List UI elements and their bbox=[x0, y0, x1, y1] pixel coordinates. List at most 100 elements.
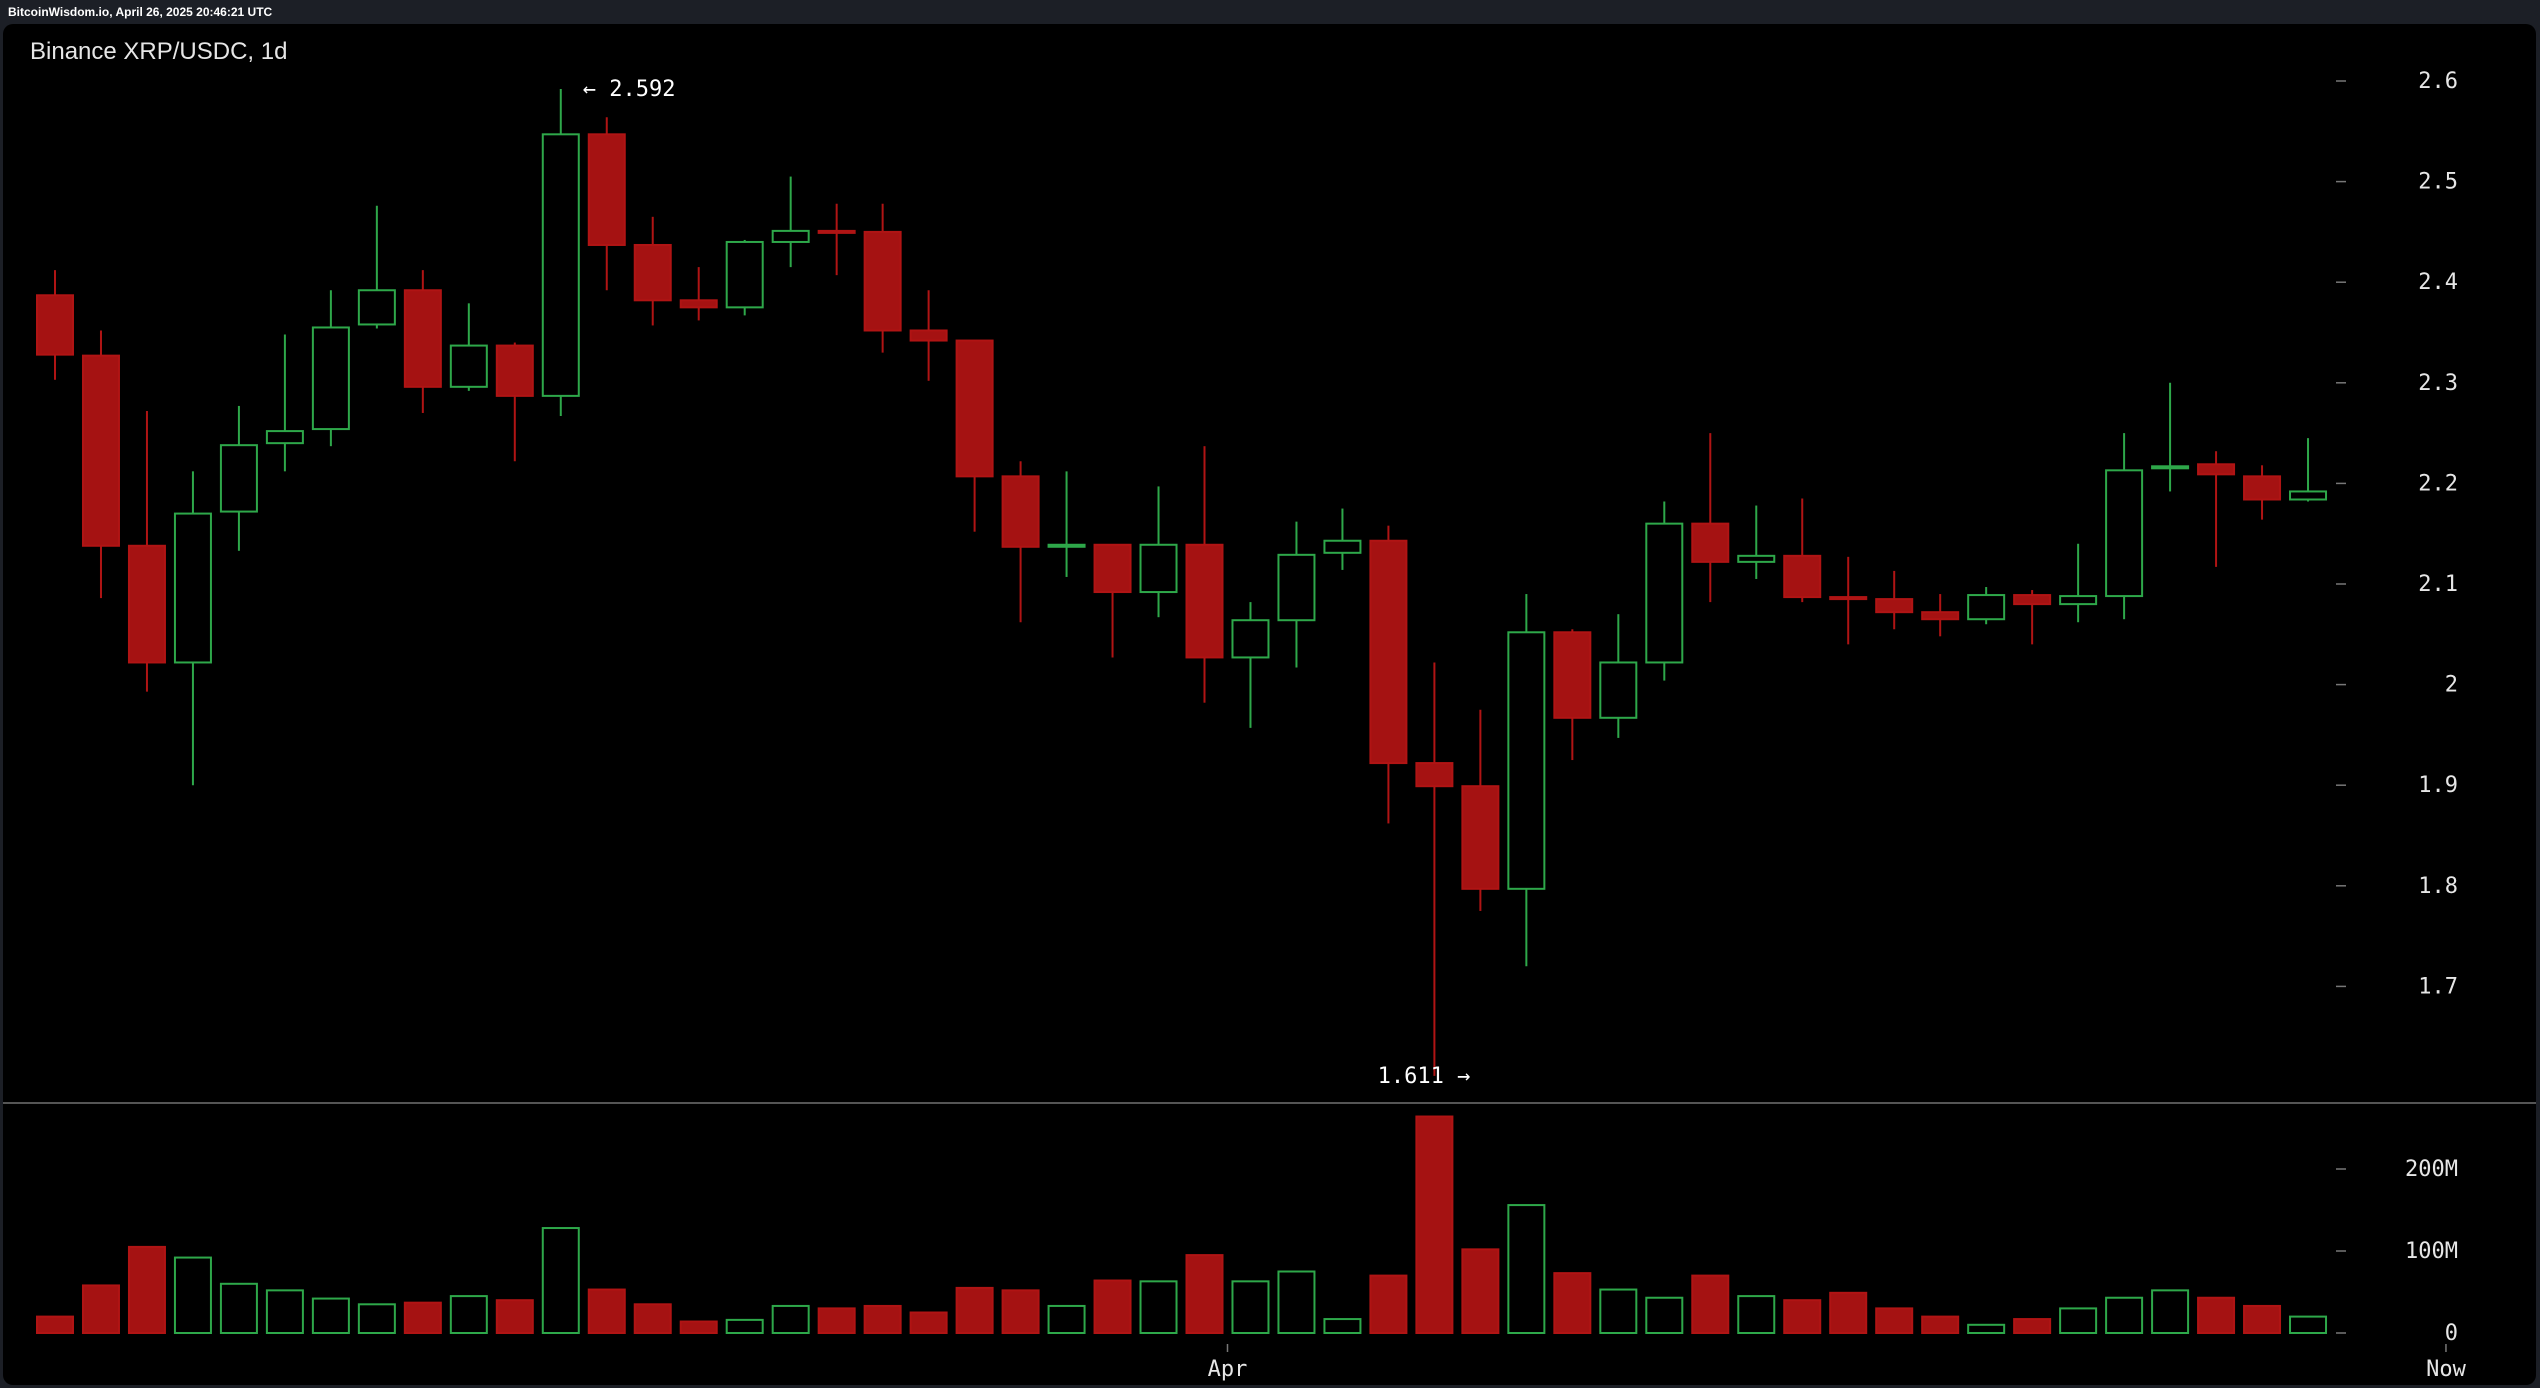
candle-down[interactable] bbox=[36, 270, 74, 380]
candle-down[interactable] bbox=[495, 342, 534, 462]
candle-down[interactable] bbox=[1461, 709, 1500, 911]
candle-down[interactable] bbox=[127, 410, 166, 692]
candle-down[interactable] bbox=[955, 339, 994, 532]
volume-bar-down[interactable] bbox=[1921, 1315, 1960, 1334]
candle-down[interactable] bbox=[1691, 433, 1730, 603]
candle-up[interactable] bbox=[2105, 433, 2144, 620]
volume-bar-up[interactable] bbox=[311, 1297, 350, 1335]
candle-up[interactable] bbox=[1139, 486, 1178, 618]
price-chart[interactable]: 1.7 1.8 1.9 2 2.1 2.2 2.3 2.4 2.5 2.6 0 100M 200M Apr… bbox=[3, 24, 2536, 1385]
volume-bar-up[interactable] bbox=[771, 1304, 810, 1334]
volume-bar-down[interactable] bbox=[127, 1245, 166, 1335]
volume-bar-up[interactable] bbox=[1139, 1280, 1178, 1334]
candle-down[interactable] bbox=[2197, 451, 2236, 567]
volume-bar-down[interactable] bbox=[1553, 1272, 1592, 1335]
candle-up[interactable] bbox=[1507, 594, 1546, 967]
candle-down[interactable] bbox=[633, 216, 672, 326]
volume-bar-up[interactable] bbox=[541, 1227, 580, 1335]
candle-up[interactable] bbox=[541, 89, 580, 416]
candle-down[interactable] bbox=[817, 203, 856, 276]
candle-down[interactable] bbox=[587, 117, 626, 291]
volume-bar-up[interactable] bbox=[2105, 1296, 2144, 1334]
volume-bar-down[interactable] bbox=[2243, 1304, 2282, 1334]
candle-up[interactable] bbox=[2151, 382, 2190, 492]
candle-up[interactable] bbox=[1645, 501, 1684, 681]
volume-bar-down[interactable] bbox=[403, 1301, 442, 1335]
volume-bar-down[interactable] bbox=[587, 1288, 626, 1335]
volume-bar-down[interactable] bbox=[1461, 1248, 1500, 1334]
candle-up[interactable] bbox=[449, 303, 488, 391]
candle-down[interactable] bbox=[1829, 556, 1868, 645]
candle-up[interactable] bbox=[1967, 587, 2006, 625]
volume-bar-up[interactable] bbox=[1645, 1296, 1684, 1334]
candle-up[interactable] bbox=[1277, 521, 1316, 668]
candle-up[interactable] bbox=[219, 405, 258, 551]
volume-bar-up[interactable] bbox=[2151, 1289, 2190, 1334]
volume-bar-down[interactable] bbox=[955, 1286, 994, 1335]
volume-bar-up[interactable] bbox=[219, 1282, 258, 1335]
candle-up[interactable] bbox=[2289, 438, 2328, 502]
volume-bar-down[interactable] bbox=[633, 1303, 672, 1335]
volume-bar-down[interactable] bbox=[817, 1307, 856, 1335]
volume-bar-up[interactable] bbox=[1277, 1270, 1316, 1334]
candle-up[interactable] bbox=[1599, 614, 1638, 738]
candle-up[interactable] bbox=[1231, 602, 1270, 728]
volume-bar-down[interactable] bbox=[1185, 1254, 1224, 1334]
volume-bar-up[interactable] bbox=[449, 1295, 488, 1334]
volume-bar-up[interactable] bbox=[2059, 1307, 2098, 1335]
volume-bar-down[interactable] bbox=[36, 1315, 74, 1334]
volume-bar-down[interactable] bbox=[863, 1304, 902, 1334]
volume-bar-up[interactable] bbox=[1967, 1323, 2006, 1335]
volume-bar-down[interactable] bbox=[1369, 1274, 1408, 1334]
candle-down[interactable] bbox=[909, 290, 948, 381]
volume-bar-up[interactable] bbox=[1737, 1295, 1776, 1334]
candle-up[interactable] bbox=[173, 471, 212, 786]
volume-bar-down[interactable] bbox=[1093, 1279, 1132, 1335]
candle-down[interactable] bbox=[1001, 461, 1040, 623]
candle-down[interactable] bbox=[1093, 543, 1132, 658]
candle-up[interactable] bbox=[357, 205, 396, 329]
candle-down[interactable] bbox=[1553, 629, 1592, 761]
candle-down[interactable] bbox=[1875, 570, 1914, 630]
volume-bar-down[interactable] bbox=[1415, 1115, 1454, 1335]
volume-bar-up[interactable] bbox=[1599, 1288, 1638, 1335]
candle-up[interactable] bbox=[2059, 543, 2098, 623]
volume-bar-up[interactable] bbox=[725, 1318, 764, 1335]
candle-down[interactable] bbox=[1185, 446, 1224, 703]
candle-up[interactable] bbox=[1047, 471, 1086, 577]
candle-up[interactable] bbox=[1323, 508, 1362, 570]
volume-bar-down[interactable] bbox=[81, 1284, 120, 1334]
candle-down[interactable] bbox=[863, 203, 902, 353]
candle-down[interactable] bbox=[1921, 594, 1960, 637]
volume-bar-up[interactable] bbox=[1507, 1204, 1546, 1334]
volume-bar-up[interactable] bbox=[173, 1256, 212, 1335]
candle-down[interactable] bbox=[403, 270, 442, 413]
candle-up[interactable] bbox=[1737, 505, 1776, 579]
volume-bar-down[interactable] bbox=[679, 1320, 718, 1335]
volume-bar-down[interactable] bbox=[1691, 1274, 1730, 1334]
candle-up[interactable] bbox=[771, 176, 810, 268]
candle-down[interactable] bbox=[679, 267, 718, 321]
volume-bar-up[interactable] bbox=[2289, 1315, 2328, 1334]
volume-bar-down[interactable] bbox=[2197, 1296, 2236, 1334]
volume-bar-down[interactable] bbox=[1783, 1299, 1822, 1334]
volume-bar-up[interactable] bbox=[265, 1289, 304, 1334]
volume-bar-up[interactable] bbox=[357, 1303, 396, 1335]
candle-up[interactable] bbox=[265, 334, 304, 472]
volume-bar-down[interactable] bbox=[1001, 1289, 1040, 1334]
candle-down[interactable] bbox=[1415, 662, 1454, 1076]
volume-bar-up[interactable] bbox=[1047, 1304, 1086, 1334]
candle-down[interactable] bbox=[1369, 525, 1408, 824]
candle-down[interactable] bbox=[2243, 465, 2282, 520]
volume-bar-down[interactable] bbox=[1829, 1291, 1868, 1334]
volume-bar-down[interactable] bbox=[909, 1311, 948, 1334]
volume-bar-down[interactable] bbox=[2013, 1318, 2052, 1335]
candle-up[interactable] bbox=[725, 239, 764, 316]
candle-down[interactable] bbox=[2013, 590, 2052, 645]
volume-bar-down[interactable] bbox=[1875, 1307, 1914, 1335]
volume-bar-down[interactable] bbox=[495, 1299, 534, 1334]
candle-down[interactable] bbox=[81, 330, 120, 599]
volume-bar-up[interactable] bbox=[1323, 1318, 1362, 1335]
candle-down[interactable] bbox=[1783, 498, 1822, 603]
candle-up[interactable] bbox=[311, 290, 350, 447]
